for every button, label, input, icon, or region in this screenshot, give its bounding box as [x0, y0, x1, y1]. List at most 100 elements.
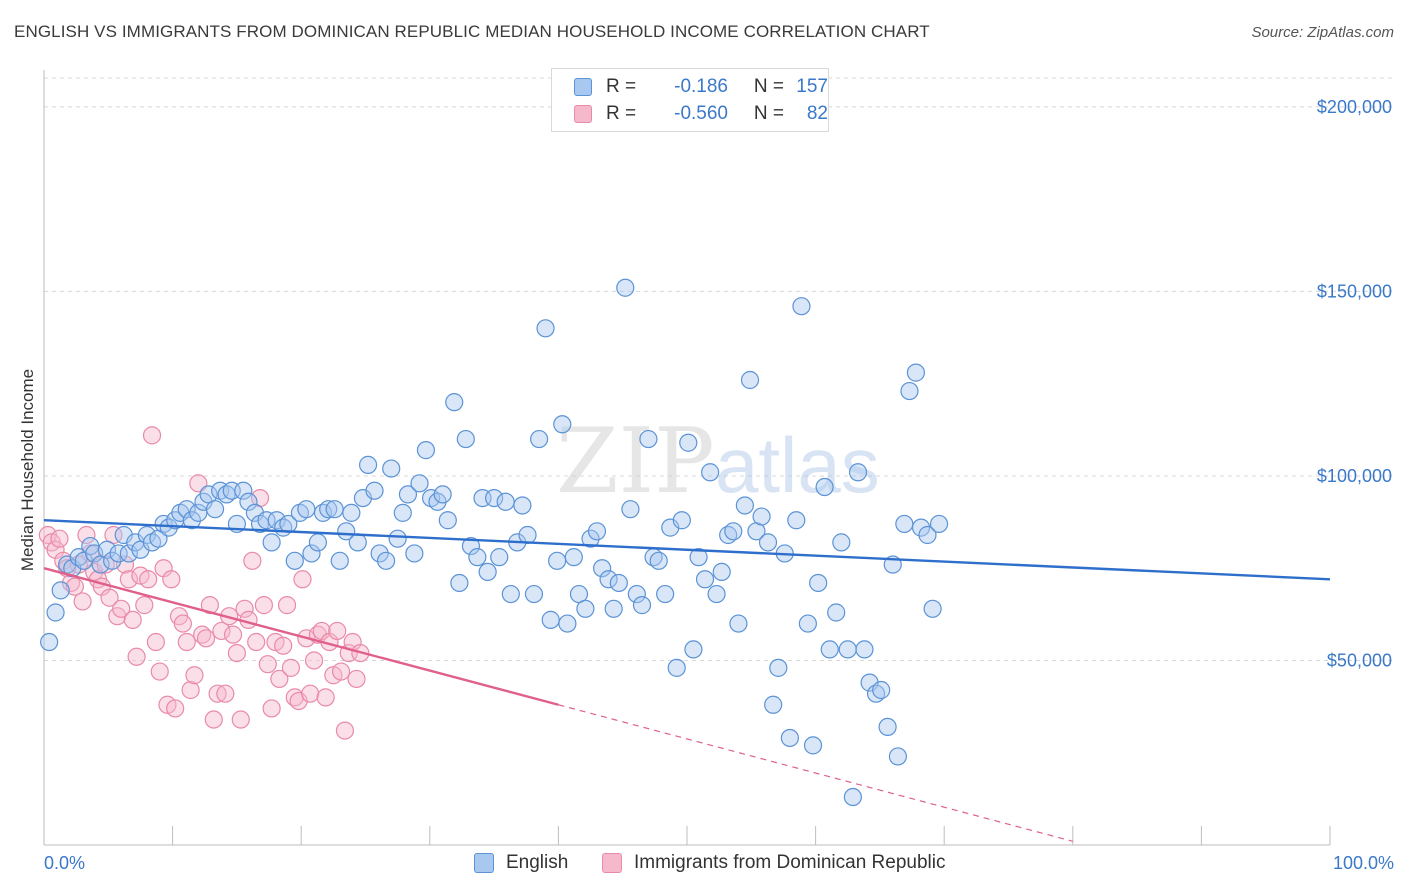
english-point: [792, 297, 811, 316]
english-point: [501, 584, 520, 604]
english-point: [468, 548, 487, 567]
english-point: [518, 525, 537, 545]
dominican-point: [173, 614, 192, 633]
english-point: [438, 511, 457, 530]
english-point: [398, 485, 418, 504]
english-point: [923, 599, 942, 618]
english-point: [855, 640, 874, 659]
dominican-point: [142, 426, 162, 445]
english-point: [433, 485, 452, 504]
english-point: [159, 518, 178, 537]
english-point: [895, 514, 914, 534]
english-point: [593, 559, 612, 578]
dominican-point: [65, 577, 84, 596]
dominican-point: [177, 632, 196, 652]
legend-item-dominican[interactable]: Immigrants from Dominican Republic: [602, 852, 946, 874]
english-point: [888, 747, 908, 766]
dominican-point: [331, 662, 351, 681]
english-point: [787, 511, 806, 530]
trend-lines: [43, 519, 1331, 842]
dominican-point: [100, 588, 119, 607]
english-point: [358, 455, 378, 474]
english-point: [599, 570, 618, 589]
english-point: [393, 503, 412, 522]
dominican-point: [281, 658, 301, 677]
english-point: [337, 522, 356, 541]
dominican-point: [212, 621, 231, 641]
dominican-point: [274, 636, 293, 655]
dominican-point: [119, 570, 138, 589]
english-point: [689, 548, 708, 567]
english-point: [365, 481, 384, 500]
english-point: [267, 511, 286, 530]
dominican-n-label: N =: [753, 103, 784, 124]
dominican-point: [150, 662, 169, 681]
english-point: [735, 496, 754, 515]
dominican-point: [77, 525, 96, 545]
dominican-point: [231, 710, 250, 729]
english-point: [348, 533, 367, 552]
watermark: ZIP atlas: [556, 409, 880, 514]
english-point: [729, 614, 748, 633]
english-point: [587, 522, 607, 541]
stats-row-dominican: R = -0.560 N = 82: [574, 102, 828, 126]
dominican-point: [262, 699, 281, 718]
english-point: [97, 540, 117, 559]
source-note: Source: ZipAtlas.com: [1251, 24, 1394, 41]
english-point: [450, 573, 469, 593]
english-point: [695, 570, 715, 589]
english-point: [838, 640, 857, 659]
chart-title: ENGLISH VS IMMIGRANTS FROM DOMINICAN REP…: [14, 22, 930, 41]
english-point: [490, 548, 509, 567]
dominican-n-value: 82: [806, 103, 828, 124]
english-point: [319, 500, 338, 519]
english-point: [548, 551, 567, 570]
dominican-trend-extension: [558, 704, 1073, 842]
english-trend-line: [43, 519, 1331, 581]
dominican-point: [135, 596, 154, 615]
english-point: [820, 640, 839, 659]
english-point: [51, 581, 70, 600]
dominican-point: [347, 669, 366, 689]
english-point: [541, 610, 560, 629]
dominican-point: [335, 721, 355, 740]
dominican-r-label: R =: [606, 103, 637, 124]
english-point: [234, 481, 253, 500]
english-point: [832, 533, 851, 552]
english-points: [40, 278, 949, 807]
english-point: [900, 381, 919, 401]
english-point: [701, 463, 720, 482]
english-point: [911, 518, 931, 537]
english-point: [376, 551, 396, 570]
english-point: [297, 500, 316, 519]
english-point: [330, 551, 349, 570]
dominican-point: [316, 688, 335, 707]
english-point: [40, 632, 59, 652]
english-r-value: -0.186: [674, 76, 728, 97]
english-point: [308, 533, 328, 552]
english-point: [416, 441, 436, 460]
english-point: [182, 511, 201, 530]
english-point: [530, 429, 549, 449]
dominican-point: [50, 529, 69, 548]
english-point: [581, 529, 600, 548]
english-point: [843, 787, 862, 807]
dominican-trend-line: [43, 567, 559, 706]
legend-item-english[interactable]: English: [474, 852, 568, 874]
dominican-point: [270, 669, 289, 689]
dominican-point: [328, 621, 347, 641]
english-point: [752, 507, 771, 526]
english-point: [764, 695, 783, 714]
english-point: [325, 500, 344, 519]
english-point: [382, 459, 401, 478]
english-point: [872, 680, 891, 700]
y-tick-label: $100,000: [1317, 466, 1392, 486]
dominican-point: [139, 570, 158, 589]
dominican-point: [189, 474, 208, 493]
english-point: [410, 474, 429, 493]
english-point: [740, 370, 760, 390]
english-point: [285, 551, 304, 570]
english-point: [809, 573, 828, 593]
legend: English Immigrants from Dominican Republ…: [0, 852, 1406, 878]
legend-dominican-swatch: [602, 853, 622, 873]
